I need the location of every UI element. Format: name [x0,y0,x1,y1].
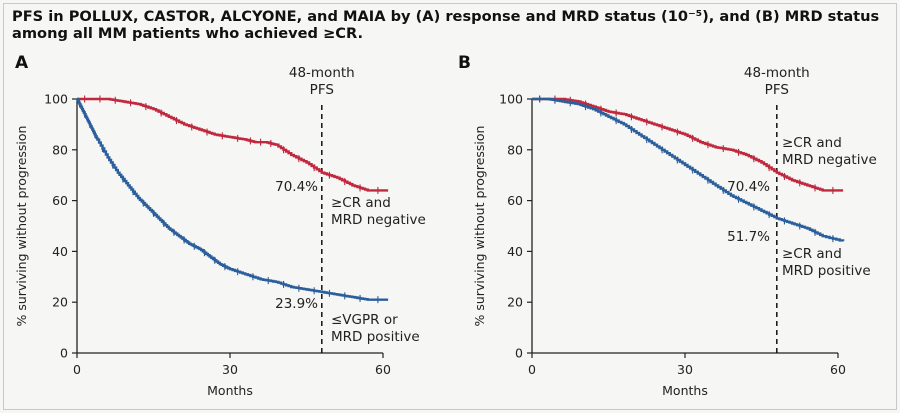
series-label-red-B: ≥CR and [782,135,842,151]
y-tick-label-A: 40 [52,244,68,259]
y-tick-label-A: 60 [52,193,68,208]
title-line-1: PFS in POLLUX, CASTOR, ALCYONE, and MAIA… [12,8,880,25]
y-axis-label-A: % surviving without progression [14,126,29,327]
title-line-2: among all MM patients who achieved ≥CR. [12,25,364,42]
panel-letter-A: A [15,53,29,73]
y-tick-label-B: 100 [499,92,523,107]
x-tick-label-B: 0 [528,362,536,377]
reference-label-line2-A: PFS [310,82,334,98]
x-tick-label-A: 0 [73,362,81,377]
reference-label-line2-B: PFS [765,82,789,98]
y-tick-label-B: 0 [515,346,523,361]
figure-frame [3,3,897,410]
series-label-red-A: MRD negative [331,212,426,228]
series-label-red-B: MRD negative [782,152,877,168]
y-tick-label-B: 60 [507,193,523,208]
x-tick-label-B: 60 [830,362,846,377]
series-label-red-A: ≥CR and [331,195,391,211]
x-axis-label-A: Months [207,383,253,398]
series-label-blue-A: MRD positive [331,329,420,345]
value-label-red-B: 70.4% [727,179,770,195]
x-tick-label-A: 30 [222,362,238,377]
figure-title: PFS in POLLUX, CASTOR, ALCYONE, and MAIA… [12,8,882,42]
km-curve-blue-B [532,97,845,242]
y-tick-label-A: 100 [44,92,68,107]
series-label-blue-B: MRD positive [782,263,871,279]
y-axis-label-B: % surviving without progression [472,126,487,327]
x-tick-label-A: 60 [375,362,391,377]
value-label-blue-B: 51.7% [727,229,770,245]
reference-label-line1-A: 48-month [289,65,355,81]
y-tick-label-A: 20 [52,295,68,310]
y-tick-label-B: 40 [507,244,523,259]
value-label-red-A: 70.4% [275,179,318,195]
y-tick-label-A: 0 [60,346,68,361]
series-label-blue-A: ≤VGPR or [331,312,398,328]
x-axis-label-B: Months [662,383,708,398]
x-tick-label-B: 30 [677,362,693,377]
y-tick-label-A: 80 [52,142,68,157]
panel-letter-B: B [458,53,471,73]
value-label-blue-A: 23.9% [275,296,318,312]
series-label-blue-B: ≥CR and [782,246,842,262]
y-tick-label-B: 20 [507,295,523,310]
reference-label-line1-B: 48-month [744,65,810,81]
y-tick-label-B: 80 [507,142,523,157]
